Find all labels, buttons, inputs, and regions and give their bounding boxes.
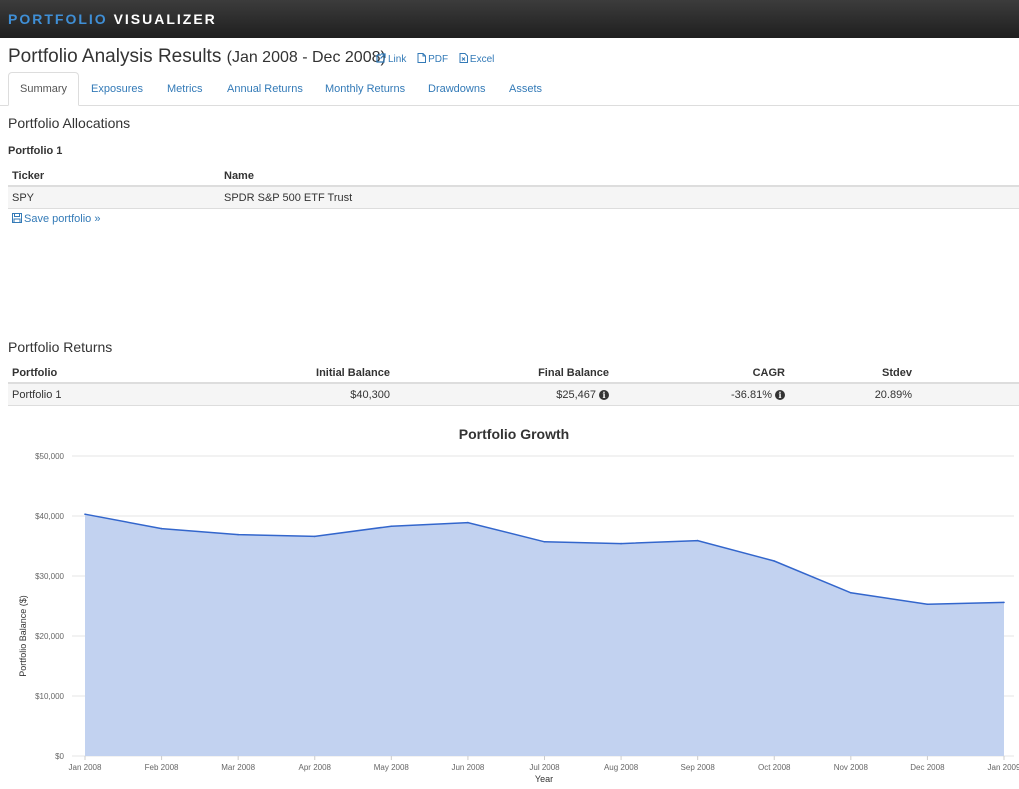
data-point bbox=[543, 541, 546, 543]
portfolio-label: Portfolio 1 bbox=[8, 145, 63, 157]
x-tick-label: Nov 2008 bbox=[834, 763, 869, 772]
data-point bbox=[620, 542, 622, 545]
tab-annual-returns[interactable]: Annual Returns bbox=[227, 83, 303, 95]
page-title-main: Portfolio Analysis Results bbox=[8, 46, 222, 67]
pdf-link[interactable]: PDF bbox=[417, 53, 449, 65]
col-stdev: Stdev bbox=[882, 367, 912, 379]
final-balance-cell: $25,467 i bbox=[556, 389, 609, 401]
pdf-file-icon bbox=[417, 53, 427, 63]
page-title-range: (Jan 2008 - Dec 2008) bbox=[226, 49, 386, 66]
portfolio-growth-chart: Portfolio Growth $0 $10,000 $20,000 $30,000 $… bbox=[18, 426, 1019, 784]
returns-heading: Portfolio Returns bbox=[8, 339, 113, 355]
portfolio-cell: Portfolio 1 bbox=[12, 389, 62, 401]
ticker-cell: SPY bbox=[12, 192, 35, 204]
col-cagr: CAGR bbox=[752, 367, 785, 379]
excel-link[interactable]: Excel bbox=[459, 53, 495, 65]
x-tick-label: Feb 2008 bbox=[145, 763, 179, 772]
result-tabs: Summary Exposures Metrics Annual Returns… bbox=[0, 72, 1019, 106]
excel-file-icon bbox=[459, 53, 468, 63]
x-tick-label: Apr 2008 bbox=[299, 763, 332, 772]
tab-exposures[interactable]: Exposures bbox=[91, 83, 143, 95]
y-tick-label: $0 bbox=[55, 752, 64, 761]
x-tick-label: Dec 2008 bbox=[910, 763, 945, 772]
link-link[interactable]: Link bbox=[376, 53, 407, 65]
allocations-heading: Portfolio Allocations bbox=[8, 115, 131, 131]
save-portfolio-link[interactable]: Save portfolio » bbox=[12, 213, 100, 225]
x-tick-label: May 2008 bbox=[374, 763, 410, 772]
floppy-disk-icon bbox=[12, 213, 22, 223]
data-point bbox=[313, 535, 316, 538]
col-ticker: Ticker bbox=[12, 170, 45, 182]
excel-label: Excel bbox=[469, 54, 495, 65]
y-tick-label: $20,000 bbox=[35, 632, 64, 641]
data-point bbox=[773, 560, 776, 562]
brand-part2: VISUALIZER bbox=[113, 11, 217, 27]
data-point bbox=[696, 539, 699, 542]
pdf-label: PDF bbox=[428, 54, 449, 65]
col-final-balance: Final Balance bbox=[538, 367, 609, 379]
col-initial-balance: Initial Balance bbox=[316, 367, 390, 379]
stdev-cell: 20.89% bbox=[874, 389, 912, 401]
export-links: Link PDF Excel bbox=[376, 53, 502, 65]
x-tick-label: Sep 2008 bbox=[681, 763, 716, 772]
x-tick-label: Mar 2008 bbox=[221, 763, 255, 772]
x-tick-label: Jan 2009 bbox=[988, 763, 1019, 772]
y-axis-label: Portfolio Balance ($) bbox=[18, 595, 28, 677]
table-row: Portfolio 1 $40,300 $25,467 i -36.81% i 20… bbox=[8, 384, 1019, 406]
col-name: Name bbox=[224, 170, 254, 182]
table-row: SPY SPDR S&P 500 ETF Trust bbox=[8, 187, 1019, 209]
cagr-cell: -36.81% i bbox=[731, 389, 785, 401]
tab-assets[interactable]: Assets bbox=[509, 83, 543, 95]
data-point bbox=[390, 525, 393, 527]
data-point bbox=[1003, 601, 1005, 604]
x-tick-label: Jul 2008 bbox=[529, 763, 560, 772]
y-tick-label: $40,000 bbox=[35, 512, 64, 521]
allocations-table-header: Ticker Name bbox=[8, 165, 1019, 187]
top-navbar: PORTFOLIO VISUALIZER bbox=[0, 0, 1019, 38]
brand-part1: PORTFOLIO bbox=[8, 11, 108, 27]
x-tick-label: Oct 2008 bbox=[758, 763, 791, 772]
tab-monthly-returns[interactable]: Monthly Returns bbox=[325, 83, 406, 95]
x-axis-label: Year bbox=[535, 774, 553, 784]
col-portfolio: Portfolio bbox=[12, 367, 58, 379]
data-point bbox=[160, 527, 163, 530]
cagr-value: -36.81% bbox=[731, 389, 772, 401]
info-icon[interactable]: i bbox=[775, 390, 785, 400]
data-point bbox=[467, 521, 469, 524]
link-label: Link bbox=[388, 54, 407, 65]
data-point bbox=[84, 513, 86, 515]
x-tick-label: Jun 2008 bbox=[451, 763, 484, 772]
save-portfolio-label: Save portfolio » bbox=[24, 213, 101, 225]
data-point bbox=[926, 603, 929, 605]
data-point bbox=[237, 533, 239, 536]
external-link-icon bbox=[376, 53, 386, 63]
tab-summary[interactable]: Summary bbox=[8, 72, 80, 106]
x-tick-label: Jan 2008 bbox=[69, 763, 102, 772]
returns-table-header: Portfolio Initial Balance Final Balance … bbox=[8, 362, 1019, 384]
tab-drawdowns[interactable]: Drawdowns bbox=[428, 83, 486, 95]
initial-balance-cell: $40,300 bbox=[350, 389, 390, 401]
name-cell: SPDR S&P 500 ETF Trust bbox=[224, 192, 353, 204]
y-tick-label: $50,000 bbox=[35, 452, 64, 461]
x-tick-label: Aug 2008 bbox=[604, 763, 639, 772]
chart-title: Portfolio Growth bbox=[459, 426, 569, 442]
page-title: Portfolio Analysis Results (Jan 2008 - D… bbox=[8, 46, 386, 68]
area-fill bbox=[85, 514, 1004, 756]
final-balance-value: $25,467 bbox=[556, 389, 596, 401]
brand-logo[interactable]: PORTFOLIO VISUALIZER bbox=[8, 11, 217, 27]
y-tick-label: $10,000 bbox=[35, 692, 64, 701]
info-icon[interactable]: i bbox=[599, 390, 609, 400]
data-point bbox=[850, 592, 852, 594]
tab-metrics[interactable]: Metrics bbox=[167, 83, 203, 95]
y-tick-label: $30,000 bbox=[35, 572, 64, 581]
